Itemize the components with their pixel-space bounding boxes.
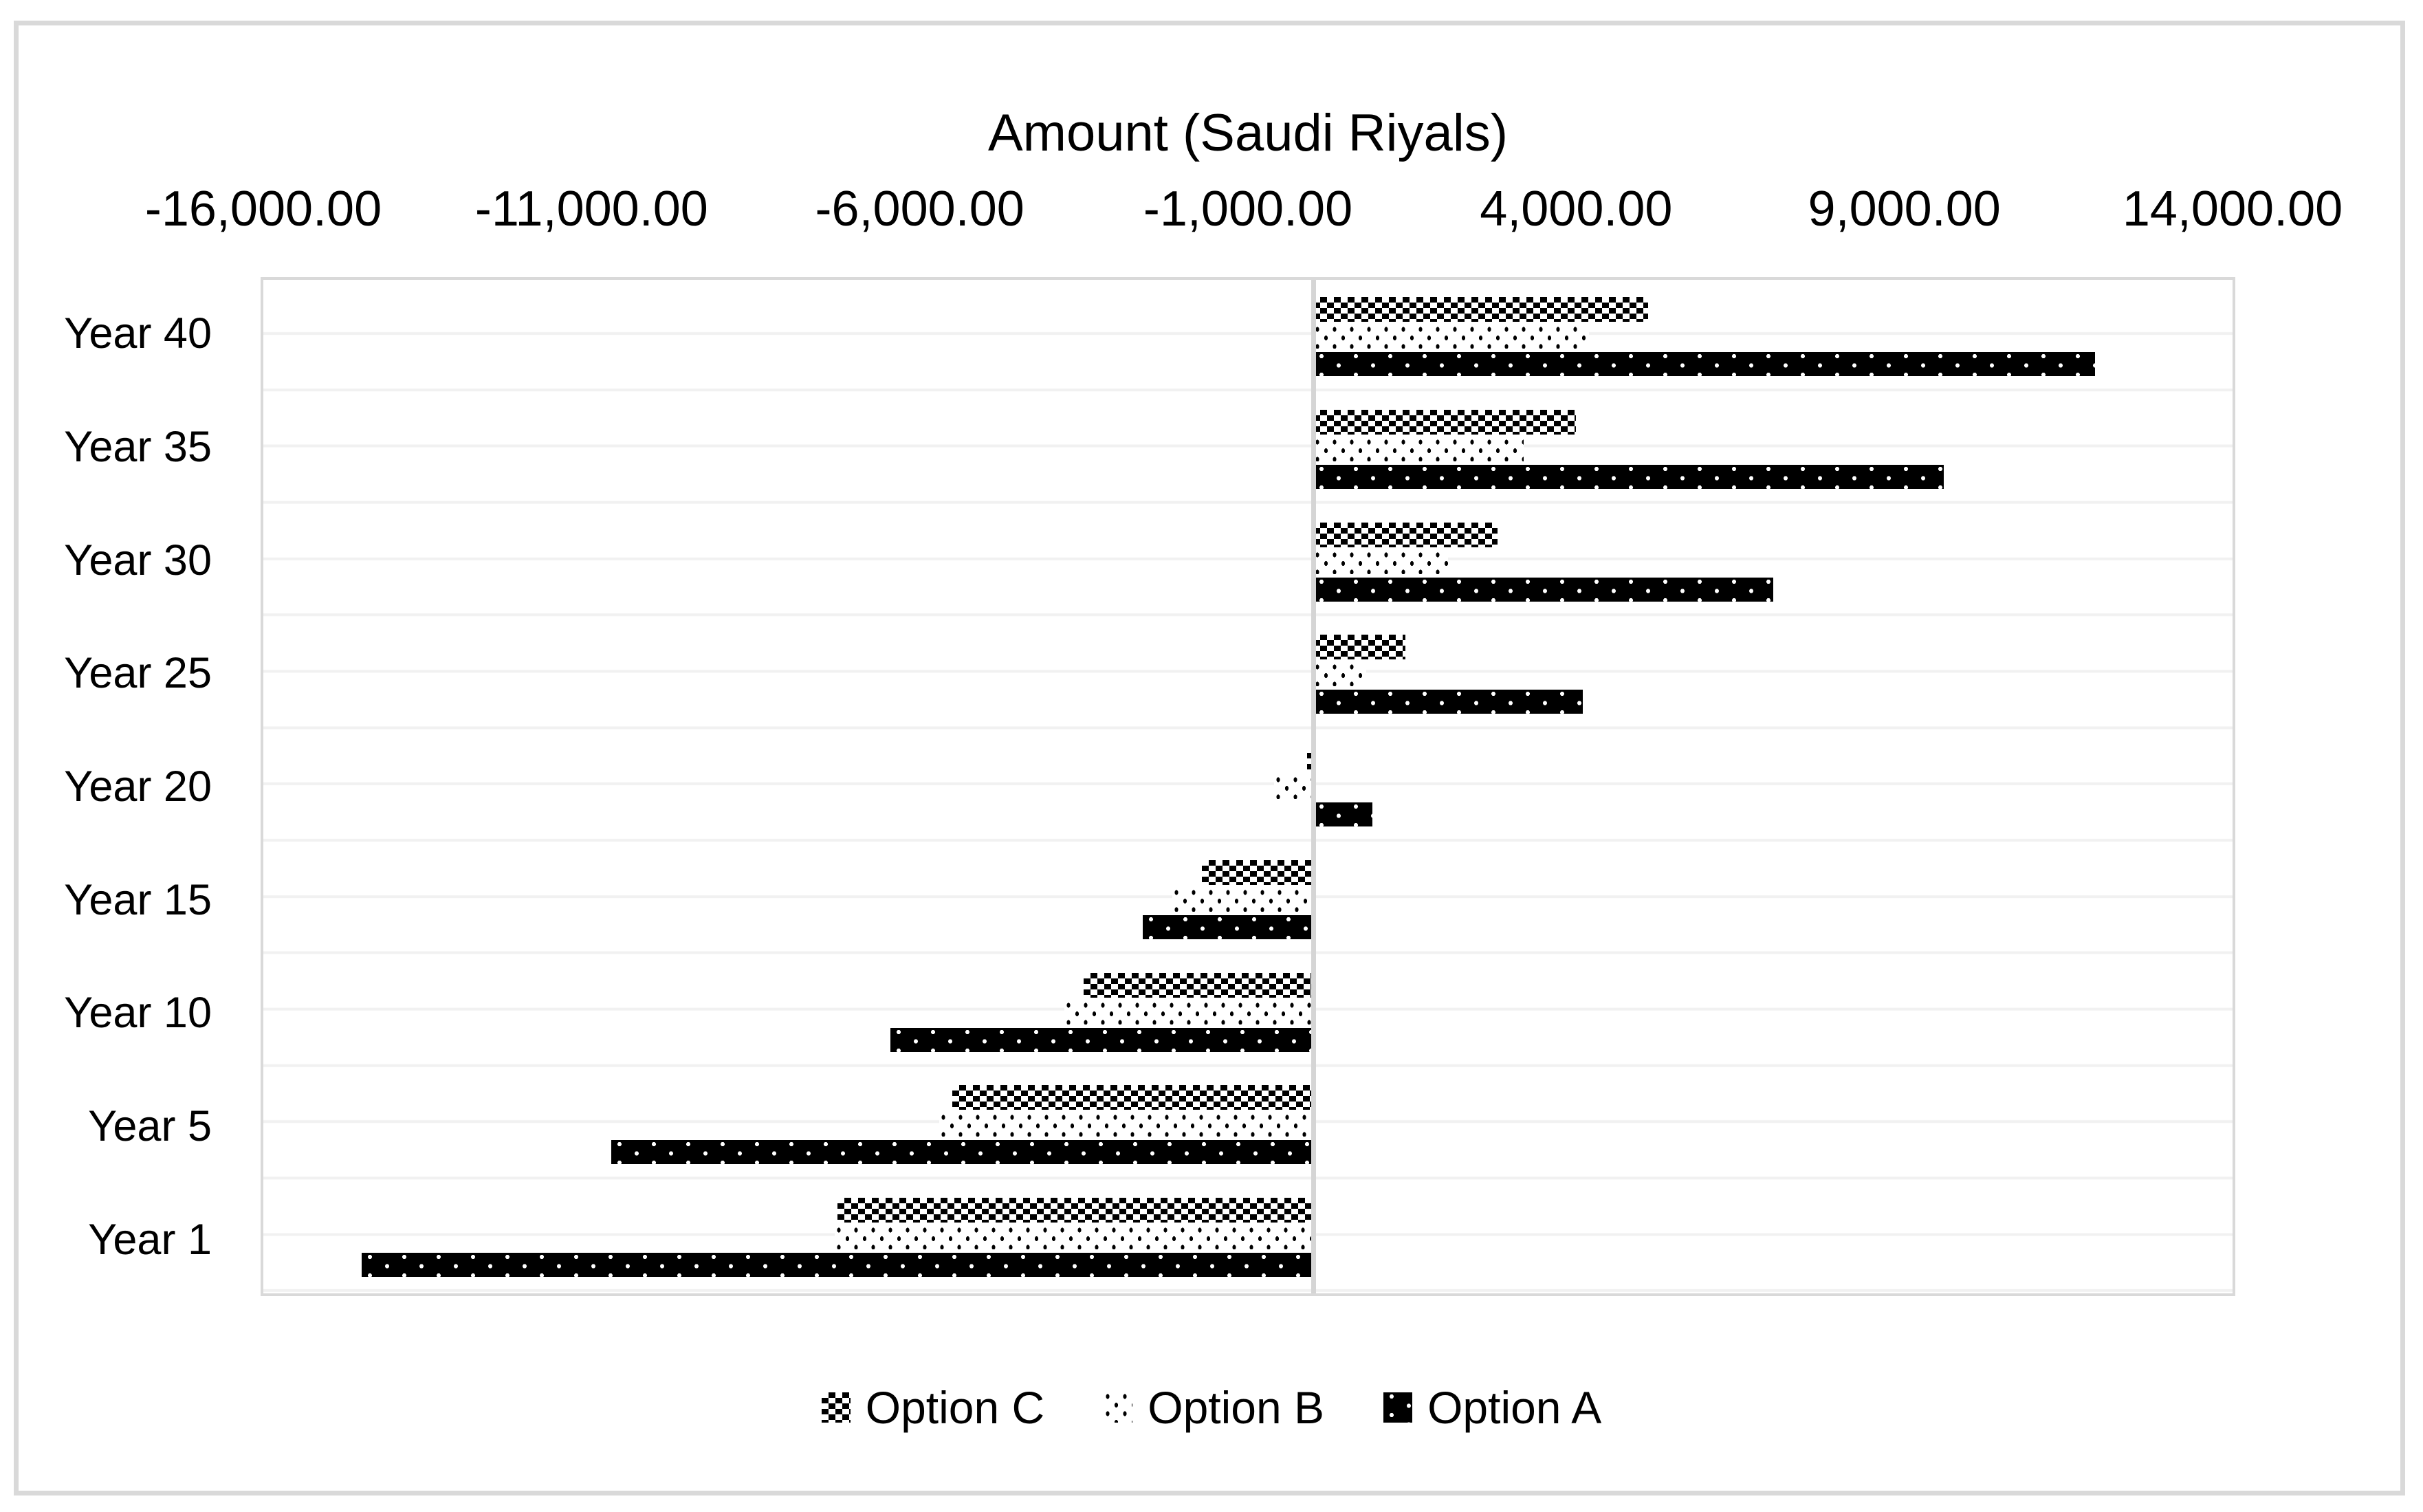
bar-option-a-year-5	[611, 1140, 1314, 1165]
bar-option-b-year-15	[1172, 888, 1314, 912]
bar-option-b-year-20	[1274, 776, 1314, 800]
category-label: Year 5	[88, 1102, 212, 1150]
legend-label: Option B	[1148, 1382, 1325, 1433]
bar-option-c-year-40	[1313, 297, 1649, 322]
category-label: Year 25	[64, 649, 212, 698]
bar-option-b-year-30	[1313, 550, 1449, 574]
x-axis-tick-label: -1,000.00	[1143, 182, 1353, 237]
legend-item-option-b: Option B	[1104, 1385, 1324, 1430]
bar-option-a-year-15	[1143, 914, 1314, 939]
bar-option-c-year-35	[1313, 409, 1577, 435]
category-label: Year 1	[88, 1215, 212, 1264]
category-label: Year 35	[64, 422, 212, 471]
legend-item-option-c: Option C	[821, 1382, 1045, 1433]
bar-option-a-year-1	[362, 1253, 1314, 1278]
category-label: Year 15	[64, 875, 212, 924]
x-axis-tick-labels: -16,000.00 -11,000.00 -6,000.00 -1,000.00 4,…	[0, 180, 2423, 238]
bar-option-c-year-10	[1084, 972, 1314, 998]
legend-swatch-icon	[821, 1392, 851, 1423]
x-axis-tick-label: -6,000.00	[815, 182, 1024, 237]
bar-option-c-year-20	[1306, 747, 1314, 773]
bar-option-b-year-1	[834, 1226, 1314, 1250]
x-axis-tick-label: 14,000.00	[2122, 182, 2343, 237]
category-label: Year 20	[64, 762, 212, 811]
category-label: Year 10	[64, 989, 212, 1038]
bar-option-a-year-30	[1313, 577, 1773, 602]
chart-outer-frame	[14, 21, 2405, 1495]
legend-label: Option A	[1427, 1382, 1602, 1433]
y-axis-category-labels: Year 40 Year 35 Year 30 Year 25 Year 20 Year …	[0, 277, 212, 1296]
bar-option-c-year-30	[1313, 522, 1498, 547]
bar-option-b-year-35	[1313, 437, 1524, 461]
bar-option-a-year-35	[1313, 464, 1944, 489]
bar-option-b-year-25	[1313, 663, 1366, 687]
x-axis-tick-label: 9,000.00	[1808, 182, 2001, 237]
legend-label: Option C	[865, 1382, 1045, 1433]
bar-option-b-year-10	[1064, 1000, 1314, 1025]
x-axis-tick-label: -16,000.00	[144, 182, 382, 237]
legend-swatch-icon	[1383, 1392, 1413, 1423]
plot-area	[261, 277, 2235, 1296]
bar-option-c-year-15	[1202, 859, 1314, 885]
chart-title: Amount (Saudi Riyals)	[987, 104, 1509, 162]
bar-option-a-year-40	[1313, 352, 2095, 376]
bar-option-c-year-25	[1313, 635, 1406, 660]
bar-option-c-year-1	[837, 1198, 1314, 1223]
x-axis-tick-label: 4,000.00	[1480, 182, 1673, 237]
bar-option-b-year-5	[939, 1113, 1314, 1137]
bar-option-c-year-5	[952, 1085, 1314, 1110]
category-label: Year 30	[64, 536, 212, 584]
bar-option-a-year-20	[1313, 802, 1373, 827]
legend-item-option-a: Option A	[1383, 1385, 1601, 1430]
category-label: Year 40	[64, 309, 212, 358]
bar-option-a-year-10	[890, 1027, 1314, 1052]
legend-swatch-icon	[1104, 1392, 1133, 1423]
legend: Option C Option B Option A	[0, 1370, 2423, 1445]
x-axis-tick-label: -11,000.00	[474, 182, 708, 237]
bar-option-a-year-25	[1313, 690, 1583, 714]
zero-axis-line	[1311, 280, 1316, 1293]
bar-option-b-year-40	[1313, 325, 1590, 349]
